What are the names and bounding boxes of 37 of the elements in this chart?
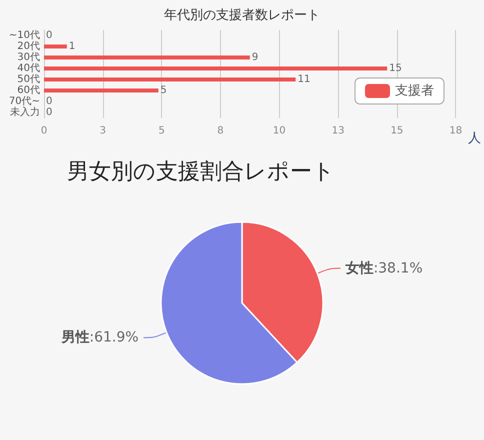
legend-label: 支援者 bbox=[395, 84, 434, 98]
x-tick-label: 8 bbox=[217, 126, 224, 136]
bar bbox=[44, 44, 67, 48]
x-tick-label: 15 bbox=[390, 126, 404, 136]
data-label: 1 bbox=[68, 41, 76, 52]
chart-title: 年代別の支援者数レポート bbox=[164, 8, 320, 23]
x-tick-label: 18 bbox=[449, 126, 462, 136]
y-tick-label: 20代 bbox=[17, 41, 40, 52]
y-tick-label: ~10代 bbox=[8, 30, 40, 41]
x-tick-label: 10 bbox=[272, 126, 286, 136]
data-label: 0 bbox=[46, 107, 52, 118]
y-tick-label: 40代 bbox=[17, 63, 40, 74]
x-tick-label: 3 bbox=[100, 126, 106, 136]
y-tick-label: 50代 bbox=[17, 74, 40, 85]
x-tick-label: 0 bbox=[40, 126, 48, 136]
bar bbox=[44, 56, 250, 60]
x-tick-label: 13 bbox=[332, 126, 344, 136]
y-tick-label: 60代 bbox=[17, 85, 40, 96]
data-label: :38.1% bbox=[373, 260, 423, 276]
data-label: 11 bbox=[298, 74, 310, 85]
data-label: 5 bbox=[160, 85, 167, 96]
slice-label: 男性 bbox=[60, 330, 90, 346]
data-label: 0 bbox=[46, 96, 52, 107]
data-label: 15 bbox=[389, 63, 402, 74]
bar bbox=[44, 88, 158, 92]
slice-label: 女性 bbox=[344, 260, 374, 276]
chart-title: 男女別の支援割合レポート bbox=[67, 160, 335, 184]
x-axis-title: 人 bbox=[468, 131, 481, 146]
data-label: 0 bbox=[46, 30, 52, 41]
x-tick-label: 5 bbox=[158, 126, 165, 136]
bar bbox=[44, 78, 296, 82]
bar bbox=[44, 66, 388, 70]
data-label: :61.9% bbox=[89, 330, 139, 346]
data-label: 9 bbox=[252, 52, 258, 63]
y-tick-label: 未入力 bbox=[10, 106, 40, 118]
y-tick-label: 70代~ bbox=[8, 96, 40, 107]
y-tick-label: 30代 bbox=[17, 52, 40, 63]
